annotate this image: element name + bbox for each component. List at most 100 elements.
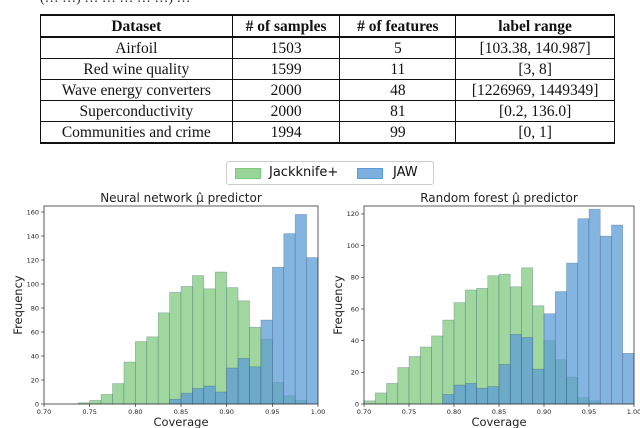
bar-jackknife: [146, 336, 159, 405]
bar-jackknife: [566, 376, 579, 405]
y-tick-label: 0: [355, 400, 359, 408]
cell-dataset: Superconductivity: [40, 100, 233, 122]
cell-features: 81: [339, 100, 457, 122]
bar-jaw: [487, 386, 500, 405]
bar-jaw: [622, 353, 635, 405]
bar-jackknife: [237, 300, 250, 405]
bar-jaw: [543, 313, 556, 405]
cell-features: 11: [339, 58, 457, 80]
bar-jackknife: [100, 394, 113, 405]
cell-label-range: [103.38, 140.987]: [455, 36, 615, 59]
y-tick-label: 160: [27, 208, 39, 216]
bar-jackknife: [431, 335, 444, 405]
bar-jaw: [249, 366, 262, 405]
bar-jaw: [476, 387, 489, 405]
x-tick-label: 0.70: [37, 408, 51, 416]
bar-jackknife: [180, 286, 193, 405]
bar-jaw: [169, 398, 182, 405]
cell-label-range: [0.2, 136.0]: [455, 100, 615, 122]
table-header-row: Dataset # of samples # of features label…: [40, 14, 615, 38]
dataset-table: Dataset # of samples # of features label…: [40, 14, 615, 144]
bar-jackknife: [464, 289, 477, 405]
x-tick-label: 0.95: [265, 408, 279, 416]
column-header-samples: # of samples: [231, 14, 341, 38]
x-tick-label: 0.70: [357, 408, 371, 416]
bar-jackknife: [487, 275, 500, 405]
bar-jaw: [566, 262, 579, 405]
bar-jackknife: [532, 305, 545, 405]
legend-swatch-jackknife: [235, 168, 261, 179]
cell-features: 99: [339, 121, 457, 144]
bar-jackknife: [214, 271, 227, 405]
y-tick-label: 100: [27, 280, 39, 288]
legend-label-jaw: JAW: [393, 165, 418, 180]
plot-frame: [43, 205, 319, 405]
y-tick-label: 40: [31, 352, 39, 360]
x-tick-label: 0.75: [402, 408, 416, 416]
cell-samples: 2000: [231, 100, 341, 122]
bar-jaw: [498, 364, 511, 405]
chart-legend: Jackknife+ JAW: [226, 161, 434, 185]
cell-dataset: Red wine quality: [40, 58, 233, 80]
bar-jackknife: [588, 400, 601, 405]
bar-jackknife: [283, 395, 296, 405]
cell-dataset: Communities and crime: [40, 121, 233, 144]
bar-jackknife: [89, 400, 102, 405]
bar-jaw: [453, 384, 466, 405]
bar-jaw: [521, 337, 534, 405]
cell-dataset: Airfoil: [40, 36, 233, 59]
bar-jaw: [203, 385, 216, 405]
cell-label-range: [0, 1]: [455, 121, 615, 144]
x-tick-label: 0.80: [128, 408, 142, 416]
bar-jaw: [294, 214, 307, 405]
bar-jaw: [509, 334, 522, 405]
cell-samples: 2000: [231, 79, 341, 101]
bar-jackknife: [521, 267, 534, 405]
table-row: Red wine quality 1599 11 [3, 8]: [40, 58, 615, 80]
x-tick-label: 0.90: [537, 408, 551, 416]
bar-jackknife: [135, 341, 148, 405]
bar-jackknife: [498, 273, 511, 405]
cell-label-range: [3, 8]: [455, 58, 615, 80]
bar-jaw: [611, 224, 624, 405]
bar-jackknife: [226, 287, 239, 405]
bar-jackknife: [260, 338, 273, 405]
bar-jackknife: [543, 340, 556, 405]
bar-jackknife: [249, 326, 262, 405]
bar-jackknife: [112, 383, 125, 405]
y-tick-label: 80: [31, 304, 39, 312]
bar-jackknife: [408, 356, 421, 405]
bar-jackknife: [577, 397, 590, 405]
bar-jackknife: [419, 346, 432, 405]
bar-jackknife: [169, 292, 182, 405]
bar-jaw: [192, 388, 205, 405]
bar-jaw: [532, 368, 545, 405]
truncated-text-line: (… …) … … … … …) …: [40, 0, 620, 5]
plot-frame: [363, 205, 635, 405]
bar-jackknife: [363, 400, 376, 405]
bar-jaw: [283, 233, 296, 405]
cell-samples: 1994: [231, 121, 341, 144]
y-tick-label: 100: [347, 242, 359, 250]
x-axis-label: Coverage: [153, 415, 208, 428]
bar-jaw: [464, 383, 477, 405]
bar-jackknife: [374, 392, 387, 405]
column-header-dataset: Dataset: [40, 14, 233, 38]
y-tick-label: 20: [31, 376, 39, 384]
x-tick-label: 0.75: [82, 408, 96, 416]
bar-jaw: [226, 367, 239, 405]
chart-title: Random forest μ̂ predictor: [420, 191, 578, 205]
x-tick-label: 0.85: [492, 408, 506, 416]
cell-dataset: Wave energy converters: [40, 79, 233, 101]
bar-jaw: [237, 358, 250, 405]
column-header-features: # of features: [339, 14, 457, 38]
y-tick-label: 60: [31, 328, 39, 336]
y-tick-label: 80: [351, 274, 359, 282]
bar-jaw: [306, 257, 319, 405]
legend-swatch-jaw: [357, 168, 383, 179]
bar-jackknife: [509, 286, 522, 405]
y-tick-label: 0: [35, 400, 39, 408]
bar-jaw: [180, 392, 193, 405]
y-tick-label: 20: [351, 369, 359, 377]
